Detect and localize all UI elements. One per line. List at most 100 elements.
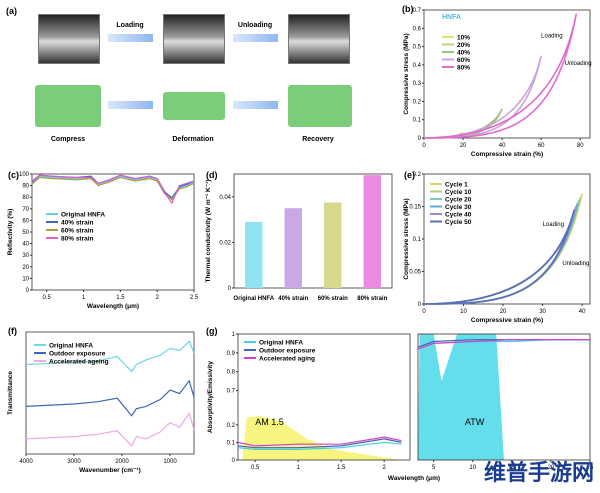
- legend-label: 80% strain: [61, 236, 94, 243]
- arrow-deform: [108, 101, 153, 109]
- legend-label: Accelerated aging: [259, 356, 315, 363]
- chart-b: 0 20 40 60 80 0 0.1 0.2 0.3 0.4 0.5 0.6 0.7 Compressi…: [403, 8, 592, 158]
- y-tick-label: 10: [22, 276, 29, 282]
- legend-label: Outdoor exposure: [259, 348, 316, 355]
- x-tick-label: 1.5: [116, 295, 125, 301]
- bar: [245, 221, 263, 288]
- series-line: [423, 55, 542, 139]
- y-tick-label: 0.6: [413, 26, 422, 32]
- y-tick-label: 90: [22, 184, 29, 190]
- annotation-atw: ATW: [465, 417, 485, 427]
- x-axis-label: Wavelength (μm): [388, 475, 440, 482]
- y-axis-label: Reflectivity (%): [7, 209, 14, 256]
- y-tick-label: 50: [22, 230, 29, 236]
- photo-deformation: [163, 14, 225, 64]
- series-line: [423, 209, 575, 305]
- x-tick-label: 0: [422, 309, 426, 315]
- chart-e: 0 10 20 30 40 0 0.05 0.1 0.15 0.2 Compressive stra…: [403, 172, 591, 324]
- annotation-loading: Loading: [543, 222, 564, 228]
- panel-b-label: (b): [402, 4, 414, 14]
- x-tick-label: 25: [587, 465, 594, 471]
- y-tick-label: 0.2: [413, 172, 422, 178]
- y-tick-label: 0: [418, 136, 422, 142]
- panel-f-label: (f): [8, 326, 17, 336]
- category-label: Original HNFA: [233, 296, 274, 302]
- legend-label: 60%: [457, 57, 470, 64]
- legend-label: Outdoor exposure: [49, 351, 106, 358]
- y-tick-label: 0.3: [413, 81, 422, 87]
- structure-recovery: [288, 85, 352, 127]
- legend-label: Original HNFA: [61, 212, 105, 219]
- y-tick-label: 0.15: [409, 205, 421, 211]
- y-tick-label: 0.7: [227, 389, 236, 395]
- x-axis-label: Wavenumber (cm⁻¹): [79, 467, 141, 474]
- y-tick-label: 70: [22, 207, 29, 213]
- bar: [324, 202, 342, 288]
- legend-label: 80%: [457, 65, 470, 72]
- y-tick-label: 30: [22, 253, 29, 259]
- x-tick-label: 60: [538, 143, 545, 149]
- category-label: 80% strain: [357, 296, 387, 302]
- series-line: [25, 379, 195, 417]
- x-tick-label: 4000: [19, 459, 33, 465]
- plot-frame: [233, 173, 393, 289]
- legend-label: Original HNFA: [259, 340, 303, 347]
- x-tick-label: 20: [548, 465, 555, 471]
- y-tick-label: 0.5: [413, 45, 422, 51]
- category-label: 60% strain: [318, 296, 348, 302]
- y-tick-label: 0.1: [227, 440, 236, 446]
- y-tick-label: 0.8: [227, 370, 236, 376]
- y-tick-label: 0.05: [409, 270, 421, 276]
- y-tick-label: 0: [26, 288, 30, 294]
- legend-label: 40%: [457, 50, 470, 57]
- plot-frame: [25, 331, 195, 455]
- arrow-unloading: [233, 34, 278, 42]
- y-tick-label: 60: [22, 218, 29, 224]
- y-tick-label: 0.2: [227, 423, 236, 429]
- legend-label: Cycle 30: [445, 204, 472, 211]
- atw-window: [418, 334, 504, 460]
- plot-frame-right: [417, 333, 591, 461]
- y-tick-label: 0.7: [413, 8, 422, 14]
- annotation-am15: AM 1.5: [255, 417, 284, 427]
- x-tick-label: 2: [156, 295, 160, 301]
- y-tick-label: 20: [22, 265, 29, 271]
- y-tick-label: 0.02: [219, 240, 231, 246]
- photo-compress: [38, 14, 100, 64]
- y-tick-label: 0.1: [413, 237, 422, 243]
- chart-d: 0 0.02 0.04 Thermal conductivity (W m⁻¹ K⁻¹…: [205, 173, 393, 302]
- panel-e-label: (e): [404, 170, 415, 180]
- y-tick-label: 40: [22, 242, 29, 248]
- chart-g: 00.10.20.70.80.910.5 1 1.5 2 5 10 15 20 25Wavele…: [207, 332, 594, 482]
- annotation-loading: Loading: [541, 33, 562, 39]
- chart-c: 0.5 1 1.5 2 2.5 0 10 20 30 40 50 60 70 80 90 100 Wavelen…: [7, 172, 199, 310]
- legend-label: Cycle 50: [445, 219, 472, 226]
- y-tick-label: 0.9: [227, 351, 236, 357]
- watermark: 维普手游网: [483, 460, 594, 485]
- x-tick-label: 1: [297, 465, 301, 471]
- bar: [363, 175, 381, 288]
- x-tick-label: 2: [383, 465, 387, 471]
- legend-label: 20%: [457, 42, 470, 49]
- category-label: 40% strain: [278, 296, 308, 302]
- x-tick-label: 0: [422, 143, 426, 149]
- x-tick-label: 40: [499, 143, 506, 149]
- series-line: [25, 411, 195, 447]
- legend-label: Cycle 10: [445, 189, 472, 196]
- photo-recovery: [288, 14, 350, 64]
- chart-f: 4000 3000 2000 1000 Wavenumber (cm⁻¹) Transmi…: [7, 331, 195, 474]
- chart-title: HNFA: [442, 14, 461, 21]
- x-tick-label: 2000: [115, 459, 129, 465]
- series-line: [423, 13, 578, 139]
- bar: [284, 208, 302, 288]
- series-line: [237, 438, 402, 449]
- legend-label: Cycle 1: [445, 182, 468, 189]
- x-tick-label: 80: [577, 143, 584, 149]
- x-axis-label: Compressive strain (%): [471, 317, 543, 324]
- panel-d-label: (d): [206, 170, 218, 180]
- plot-frame: [423, 9, 591, 139]
- x-tick-label: 20: [500, 309, 507, 315]
- deformation-label: Deformation: [172, 136, 214, 143]
- unloading-label: Unloading: [237, 22, 273, 29]
- x-tick-label: 20: [460, 143, 467, 149]
